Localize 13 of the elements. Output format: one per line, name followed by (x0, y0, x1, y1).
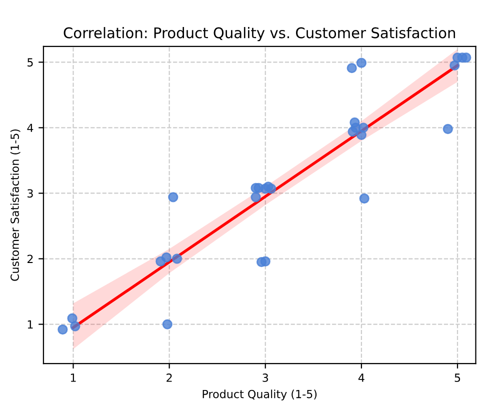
y-tick-label: 2 (27, 254, 33, 263)
y-tick-label: 1 (28, 320, 33, 329)
y-tick-label: 4 (27, 124, 34, 132)
chart-title: Correlation: Product Quality vs. Customer Satisfaction (64, 27, 456, 42)
x-tick-label: 1 (70, 374, 76, 382)
y-axis-title: Customer Satisfaction (1-5) (10, 129, 20, 281)
x-tick-label: 5 (454, 374, 460, 382)
x-tick-label: 3 (262, 374, 268, 382)
x-tick-label: 2 (166, 374, 172, 382)
y-tick-label: 3 (28, 189, 33, 198)
x-axis-title: Product Quality (1-5) (202, 390, 317, 400)
y-tick-label: 5 (28, 58, 33, 67)
x-tick-label: 4 (358, 374, 364, 382)
